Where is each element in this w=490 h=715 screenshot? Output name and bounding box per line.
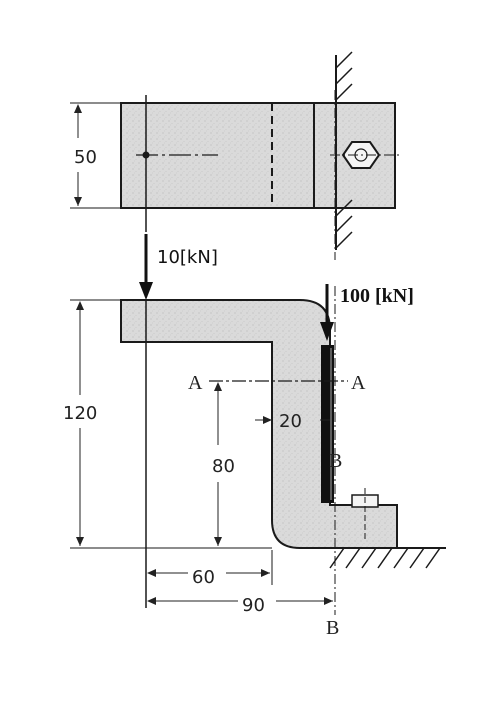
force-10kn: 10[kN] — [139, 234, 218, 300]
force-10kn-arrowhead-icon — [139, 282, 153, 300]
force-100kn-arrowhead-icon — [320, 322, 334, 341]
dim-120-label: 120 — [63, 403, 97, 424]
section-a-left-label: A — [188, 372, 203, 394]
top-view: 50 — [70, 51, 402, 260]
hole-dot-icon — [142, 151, 150, 159]
top-wall-hatch — [335, 51, 353, 249]
dim-80-label: 80 — [212, 456, 235, 477]
dim-50-label: 50 — [74, 147, 97, 168]
bracket-body — [120, 299, 398, 549]
ground-hatch — [329, 547, 441, 569]
section-b-bottom-label: B — [326, 617, 339, 639]
force-10kn-label: 10[kN] — [157, 247, 218, 268]
section-b-mid-label: B — [329, 450, 342, 472]
dim-20-label: 20 — [279, 411, 302, 432]
dim-90-label: 90 — [242, 595, 265, 616]
dim-60-label: 60 — [192, 567, 215, 588]
side-view — [120, 286, 446, 615]
bolt-shank — [321, 345, 334, 503]
section-a-a: A A B B — [188, 372, 366, 639]
dimensions: 120 80 20 60 90 — [63, 299, 333, 616]
section-a-right-label: A — [351, 372, 366, 394]
force-100kn: 100 [kN] — [320, 284, 414, 341]
force-100kn-label: 100 [kN] — [340, 285, 414, 307]
